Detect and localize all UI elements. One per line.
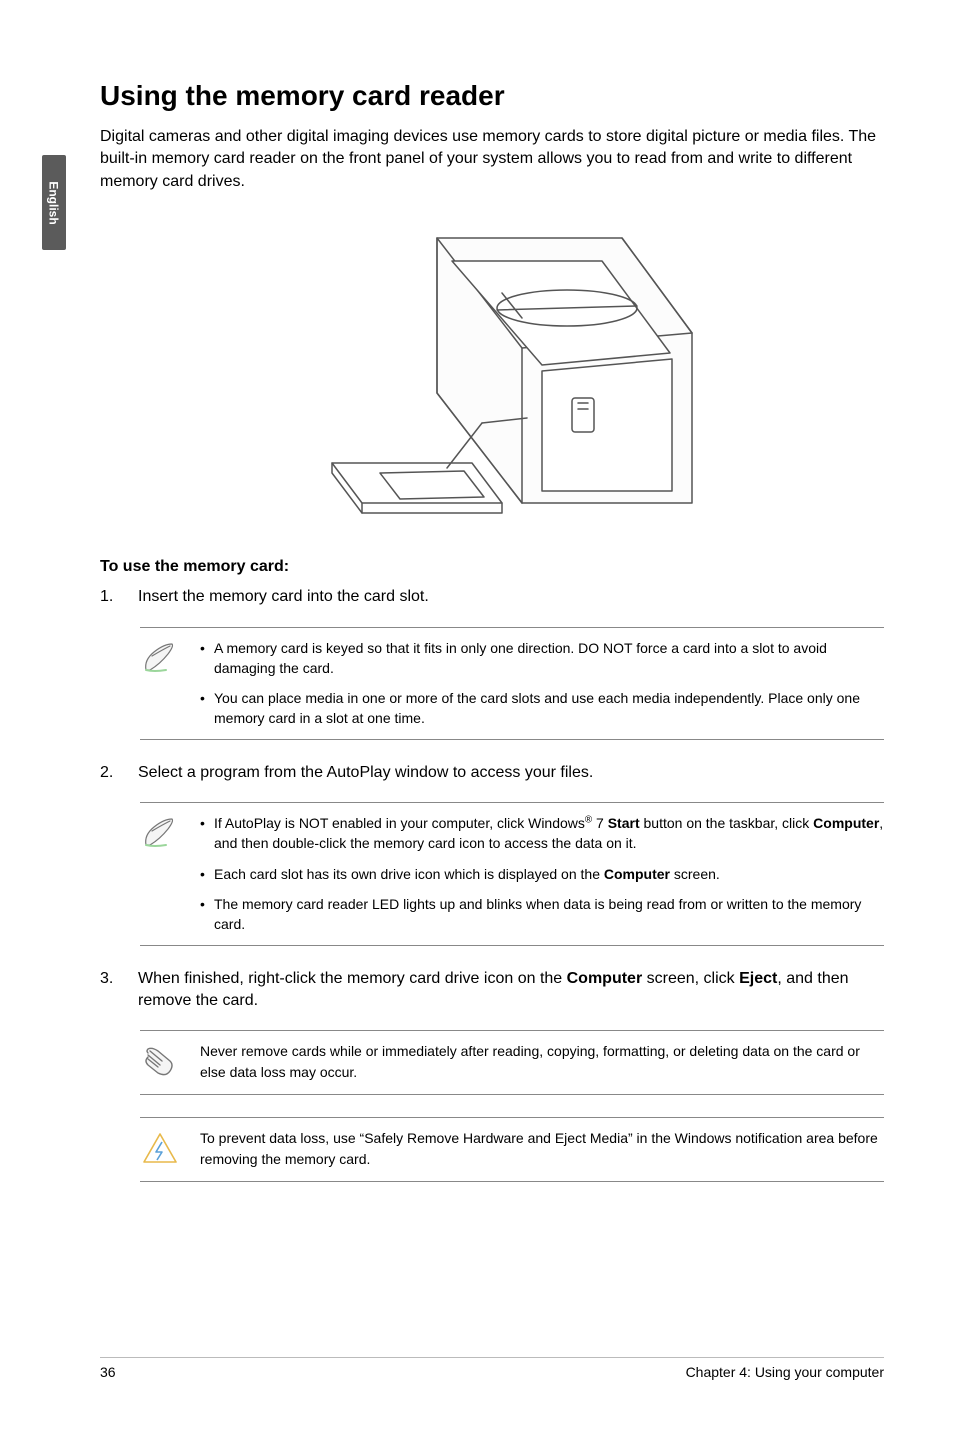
note2-bullet-1: If AutoPlay is NOT enabled in your compu… — [200, 813, 884, 854]
step-1: 1. Insert the memory card into the card … — [100, 586, 884, 608]
step-3-number: 3. — [100, 968, 138, 1013]
caution-hand-icon — [140, 1041, 200, 1084]
page-heading: Using the memory card reader — [100, 80, 884, 112]
pen-note-icon — [140, 638, 200, 729]
procedure-subhead: To use the memory card: — [100, 558, 884, 576]
note2-bullet-2: Each card slot has its own drive icon wh… — [200, 864, 884, 884]
step-1-text: Insert the memory card into the card slo… — [138, 586, 429, 608]
step-3-text: When finished, right-click the memory ca… — [138, 968, 884, 1013]
step-2-text: Select a program from the AutoPlay windo… — [138, 762, 593, 784]
page-footer: 36 Chapter 4: Using your computer — [100, 1357, 884, 1380]
language-tab: English — [42, 155, 66, 250]
chapter-label: Chapter 4: Using your computer — [686, 1364, 884, 1380]
note1-bullet-2: You can place media in one or more of th… — [200, 688, 884, 729]
product-figure — [100, 213, 884, 528]
computer-tower-illustration — [272, 213, 712, 523]
note-box-1: A memory card is keyed so that it fits i… — [140, 627, 884, 740]
note2-bullet-3: The memory card reader LED lights up and… — [200, 894, 884, 935]
page-number: 36 — [100, 1364, 116, 1380]
language-tab-label: English — [47, 181, 61, 224]
lightning-warning-icon — [140, 1128, 200, 1171]
step-2: 2. Select a program from the AutoPlay wi… — [100, 762, 884, 784]
pen-note-icon — [140, 813, 200, 934]
step-2-number: 2. — [100, 762, 138, 784]
note-box-4: To prevent data loss, use “Safely Remove… — [140, 1117, 884, 1182]
note1-bullet-1: A memory card is keyed so that it fits i… — [200, 638, 884, 679]
intro-paragraph: Digital cameras and other digital imagin… — [100, 126, 884, 193]
note3-text: Never remove cards while or immediately … — [200, 1041, 884, 1082]
step-1-number: 1. — [100, 586, 138, 608]
note4-text: To prevent data loss, use “Safely Remove… — [200, 1128, 884, 1169]
step-3: 3. When finished, right-click the memory… — [100, 968, 884, 1013]
note-box-2: If AutoPlay is NOT enabled in your compu… — [140, 802, 884, 945]
note-box-3: Never remove cards while or immediately … — [140, 1030, 884, 1095]
